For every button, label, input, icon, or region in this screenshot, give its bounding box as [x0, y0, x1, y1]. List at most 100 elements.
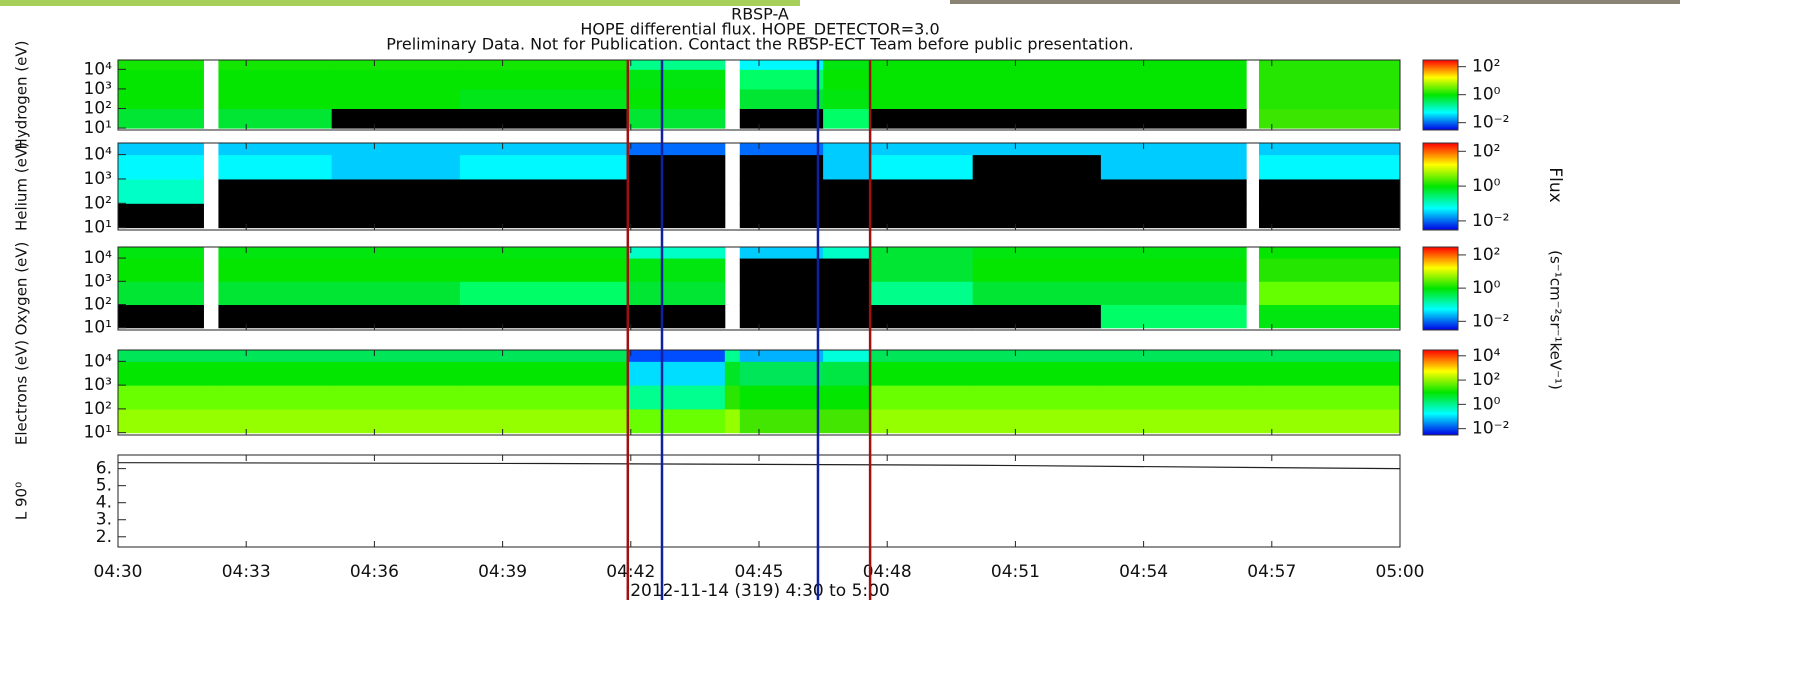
- spectrogram-cell: [626, 178, 726, 204]
- spectrogram-cell: [459, 203, 628, 229]
- spectrogram-cell: [118, 281, 204, 306]
- spectrogram-cell: [1100, 350, 1247, 362]
- x-tick-label: 04:36: [350, 562, 399, 582]
- x-tick-label: 04:45: [735, 562, 784, 582]
- spectrogram-cell: [218, 350, 333, 362]
- spectrogram-cell: [972, 408, 1102, 434]
- spectrogram-cell: [218, 258, 333, 282]
- spectrogram-cell: [972, 60, 1102, 70]
- spectrogram-cell: [972, 143, 1102, 156]
- spectrogram-cell: [218, 69, 333, 90]
- spectrogram-cell: [626, 154, 726, 180]
- spectrogram-cell: [739, 88, 824, 110]
- spectrogram-cell: [739, 350, 824, 362]
- colorbar: [1422, 246, 1459, 331]
- colorbar-tick-label: 10²: [1472, 141, 1500, 161]
- spectrogram-cell: [1100, 385, 1247, 410]
- spectrogram-cell: [1258, 350, 1401, 362]
- spectrogram-cell: [118, 350, 204, 362]
- spectrogram-cell: [626, 350, 726, 362]
- spectrogram-cell: [1258, 247, 1401, 259]
- spectrogram-cell: [218, 361, 333, 386]
- y-tick-label: 10²: [84, 295, 112, 315]
- spectrogram-cell: [331, 408, 461, 434]
- spectrogram-cell: [218, 60, 333, 70]
- spectrogram-cell: [331, 361, 461, 386]
- spectrogram-cell: [972, 304, 1102, 329]
- spectrogram-cell: [823, 88, 871, 110]
- spectrogram-cell: [459, 247, 628, 259]
- spectrogram-cell: [972, 247, 1102, 259]
- y-axis-label: Helium (eV): [13, 142, 31, 231]
- spectrogram-cell: [823, 178, 871, 204]
- spectrogram-cell: [459, 350, 628, 362]
- spectrogram-cell: [972, 350, 1102, 362]
- spectrogram-cell: [870, 281, 974, 306]
- spectrogram-cell: [1100, 60, 1247, 70]
- spectrogram-cell: [218, 108, 333, 129]
- spectrogram-cell: [1258, 69, 1401, 90]
- colorbar-tick-label: 10⁻²: [1472, 311, 1509, 331]
- spectrogram-cell: [1246, 385, 1260, 410]
- spectrogram-cell: [739, 203, 824, 229]
- spectrogram-cell: [1100, 69, 1247, 90]
- spectrogram-cell: [823, 69, 871, 90]
- y-tick-label: 10⁴: [84, 351, 113, 371]
- spectrogram-cell: [1258, 408, 1401, 434]
- y-tick-label: 3.: [96, 510, 112, 530]
- spectrogram-cell: [203, 361, 219, 386]
- spectrogram-cell: [118, 385, 204, 410]
- y-axis-label: Hydrogen (eV): [13, 41, 31, 150]
- spectrogram-cell: [1258, 143, 1401, 156]
- spectrogram-cell: [1246, 408, 1260, 434]
- colorbar-tick-label: 10⁴: [1472, 346, 1501, 366]
- title: Preliminary Data. Not for Publication. C…: [386, 35, 1133, 54]
- spectrogram-cell: [1100, 108, 1247, 129]
- spectrogram-cell: [739, 108, 824, 129]
- spectrogram-cell: [739, 247, 824, 259]
- spectrogram-cell: [118, 88, 204, 110]
- spectrogram-cell: [739, 60, 824, 70]
- spectrogram-cell: [823, 143, 871, 156]
- spectrogram-cell: [823, 350, 871, 362]
- y-tick-label: 5.: [96, 476, 112, 496]
- colorbar-tick-label: 10²: [1472, 57, 1500, 77]
- colorbar-tick-label: 10⁰: [1472, 394, 1501, 414]
- y-tick-label: 10⁴: [84, 145, 113, 165]
- spectrogram-cell: [218, 385, 333, 410]
- spectrogram-cell: [118, 178, 204, 204]
- spectrogram-cell: [1100, 154, 1247, 180]
- y-tick-label: 10¹: [84, 423, 112, 443]
- spectrogram-cell: [459, 108, 628, 129]
- spectrogram-cell: [1258, 154, 1401, 180]
- spectrogram-cell: [218, 408, 333, 434]
- spectrogram-cell: [459, 281, 628, 306]
- spectrogram-cell: [1258, 88, 1401, 110]
- spectrogram-cell: [870, 69, 974, 90]
- spectrogram-cell: [870, 408, 974, 434]
- spectrogram-cell: [626, 361, 726, 386]
- spectrogram-cell: [626, 385, 726, 410]
- spectrogram-cell: [1258, 178, 1401, 204]
- spectrogram-cell: [331, 88, 461, 110]
- spectrogram-cell: [459, 143, 628, 156]
- spectrogram-cell: [203, 350, 219, 362]
- spectrogram-cell: [870, 350, 974, 362]
- spectrogram-cell: [331, 247, 461, 259]
- spectrogram-cell: [739, 178, 824, 204]
- spectrogram-cell: [459, 178, 628, 204]
- spectrogram-cell: [331, 385, 461, 410]
- spectrogram-cell: [459, 154, 628, 180]
- spectrogram-cell: [870, 361, 974, 386]
- spectrogram-cell: [823, 408, 871, 434]
- spectrogram-cell: [823, 247, 871, 259]
- y-tick-label: 4.: [96, 493, 112, 513]
- spectrogram-cell: [459, 258, 628, 282]
- spectrogram-cell: [218, 203, 333, 229]
- spectrogram-cell: [972, 281, 1102, 306]
- title: HOPE differential flux. HOPE_DETECTOR=3.…: [580, 20, 939, 40]
- spectrogram-cell: [972, 203, 1102, 229]
- spectrogram-cell: [218, 247, 333, 259]
- colorbar-tick-label: 10⁰: [1472, 278, 1501, 298]
- colorbar-tick-label: 10²: [1472, 370, 1500, 390]
